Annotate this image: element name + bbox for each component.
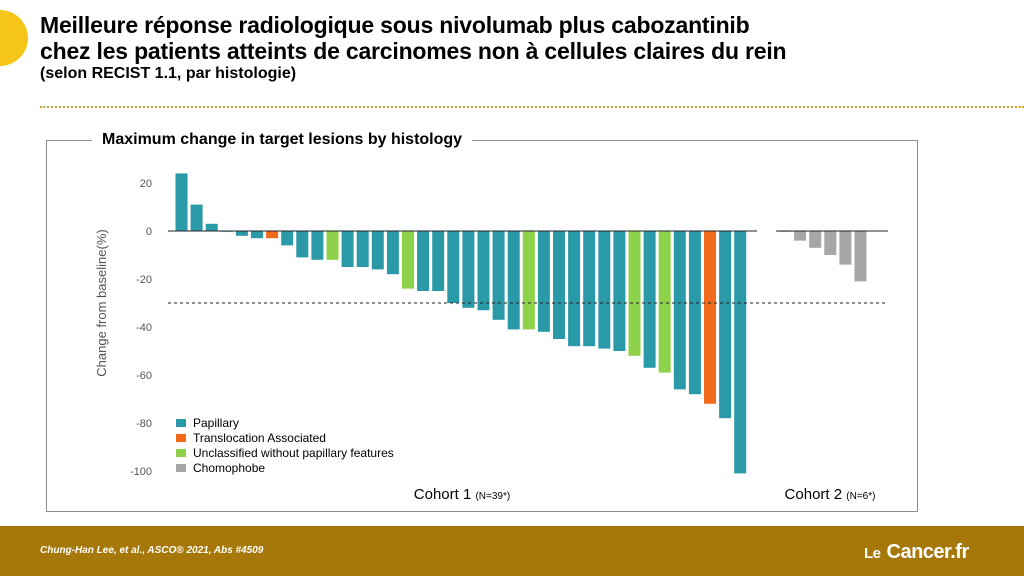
bar xyxy=(447,231,460,303)
bar xyxy=(598,231,611,349)
bar xyxy=(734,231,747,474)
bar xyxy=(658,231,671,373)
lecancer-logo[interactable]: Le Cancer.fr xyxy=(864,541,969,564)
bar xyxy=(235,231,248,236)
bar xyxy=(190,204,203,231)
legend-swatch xyxy=(176,464,186,472)
title-line-2: chez les patients atteints de carcinomes… xyxy=(40,38,787,64)
title-divider xyxy=(40,106,1024,108)
cohort-n: (N=39*) xyxy=(475,491,510,502)
legend-label: Chomophobe xyxy=(193,461,265,475)
slide-title: Meilleure réponse radiologique sous nivo… xyxy=(40,12,1000,84)
legend-label: Unclassified without papillary features xyxy=(193,446,394,460)
y-axis-label: Change from baseline(%) xyxy=(94,229,109,376)
bar xyxy=(205,223,218,231)
cohort-n: (N=6*) xyxy=(846,491,875,502)
bar xyxy=(356,231,369,267)
logo-le: Le xyxy=(864,545,881,562)
cohort-name: Cohort 1 xyxy=(414,486,476,503)
y-tick-label: 20 xyxy=(140,178,152,190)
bars xyxy=(175,173,867,474)
y-tick-label: -20 xyxy=(136,274,152,286)
bar xyxy=(507,231,520,330)
bar xyxy=(371,231,384,270)
reference-lines xyxy=(168,230,888,304)
bar xyxy=(794,231,807,241)
bar xyxy=(462,231,475,308)
bar xyxy=(296,231,309,258)
bar xyxy=(537,231,550,332)
y-tick-label: -60 xyxy=(136,370,152,382)
cohort-label: Cohort 2 (N=6*) xyxy=(785,486,876,503)
bar xyxy=(402,231,414,289)
slide-subtitle: (selon RECIST 1.1, par histologie) xyxy=(40,65,297,82)
logo-main: Cancer.fr xyxy=(886,541,970,563)
bar xyxy=(492,231,505,320)
bar xyxy=(341,231,354,267)
bar xyxy=(175,173,188,231)
bar xyxy=(824,231,837,255)
bar xyxy=(281,231,294,246)
chart-title: Maximum change in target lesions by hist… xyxy=(92,129,473,151)
bar xyxy=(583,231,596,347)
bar xyxy=(477,231,490,311)
bar xyxy=(719,231,732,419)
y-axis: 20 0 -20 -40 -60 -80 -100 xyxy=(130,178,152,478)
bar xyxy=(251,231,263,239)
bar xyxy=(854,231,867,282)
bar xyxy=(643,231,656,368)
legend-label: Translocation Associated xyxy=(193,431,326,445)
bar xyxy=(553,231,565,339)
title-line-1: Meilleure réponse radiologique sous nivo… xyxy=(40,12,750,38)
citation: Chung-Han Lee, et al., ASCO® 2021, Abs #… xyxy=(40,545,264,556)
y-tick-label: -40 xyxy=(136,322,152,334)
bar xyxy=(613,231,626,351)
legend-swatch xyxy=(176,434,186,442)
cohort-label: Cohort 1 (N=39*) xyxy=(414,486,510,503)
cohort-labels: Cohort 1 (N=39*) Cohort 2 (N=6*) xyxy=(414,486,876,503)
bar xyxy=(266,231,279,239)
bar xyxy=(688,231,701,395)
y-tick-label: -100 xyxy=(130,466,152,478)
bar xyxy=(432,231,445,291)
bar xyxy=(311,231,324,260)
bar xyxy=(628,231,641,356)
bar xyxy=(522,231,535,330)
legend-label: Papillary xyxy=(193,416,239,430)
y-tick-label: -80 xyxy=(136,418,152,430)
bar xyxy=(326,231,339,260)
footer-band xyxy=(0,526,1024,576)
legend-swatch xyxy=(176,419,186,427)
bar xyxy=(809,231,822,248)
bar xyxy=(673,231,686,390)
bar xyxy=(839,231,852,265)
bar xyxy=(417,231,430,291)
legend-swatch xyxy=(176,449,186,457)
y-tick-label: 0 xyxy=(146,226,152,238)
bar xyxy=(386,231,399,275)
bar xyxy=(704,231,716,404)
bar xyxy=(568,231,581,347)
chart-frame xyxy=(46,140,918,512)
cohort-name: Cohort 2 xyxy=(785,486,847,503)
